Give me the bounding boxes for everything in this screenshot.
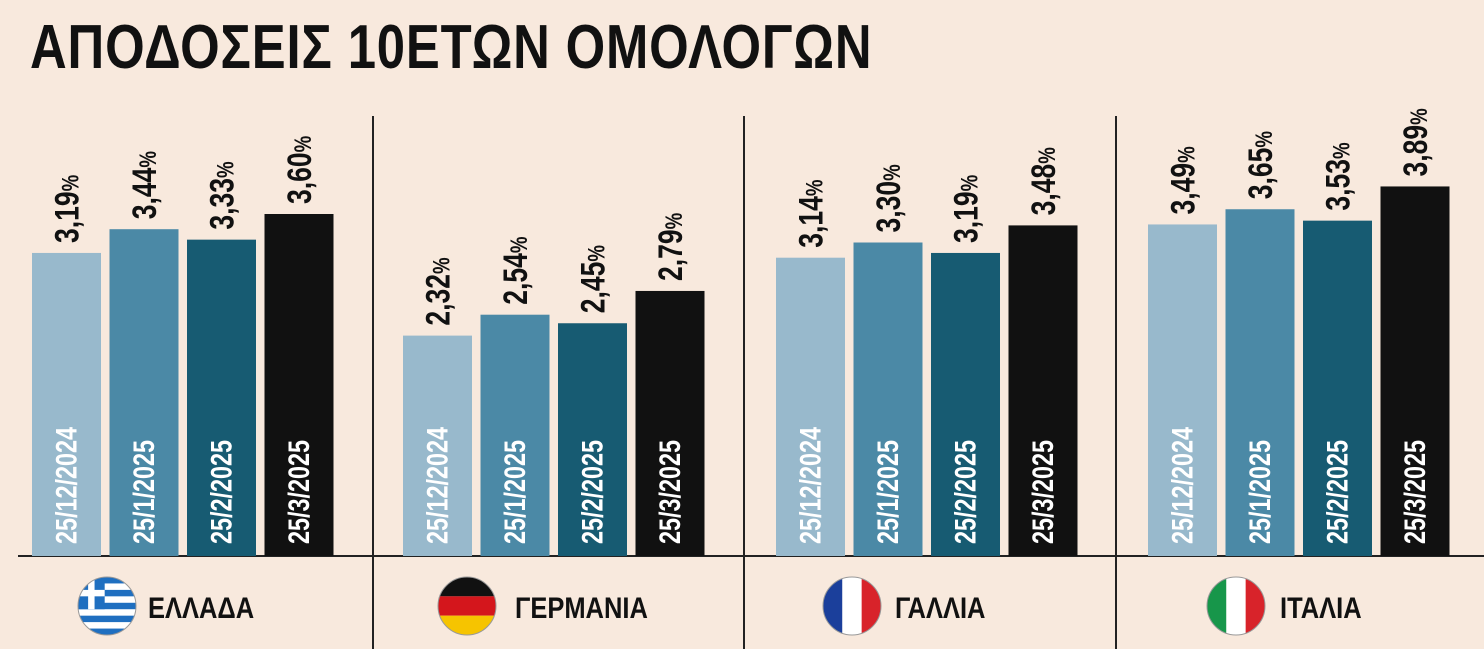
bar-value-label: 3,19% xyxy=(48,175,86,243)
bar-date-label: 25/1/2025 xyxy=(871,440,904,544)
bar xyxy=(1008,225,1078,556)
bar xyxy=(776,257,845,556)
bar-date-label: 25/12/2024 xyxy=(794,427,827,544)
bar xyxy=(1148,224,1217,556)
bar xyxy=(403,335,472,556)
bar xyxy=(109,229,179,556)
bar-date-label: 25/3/2025 xyxy=(282,440,315,544)
country-group: 25/12/2024 3,19% 25/1/2025 3,44% 25/2/2025 3,… xyxy=(32,136,334,636)
bar xyxy=(635,290,705,556)
bar-date-label: 25/1/2025 xyxy=(498,440,531,544)
bar xyxy=(480,314,550,556)
bar-date-label: 25/3/2025 xyxy=(1398,440,1431,544)
bar-value-label: 3,53% xyxy=(1319,142,1357,210)
bar-date-label: 25/2/2025 xyxy=(1321,440,1354,544)
bar-value-label: 3,33% xyxy=(203,161,241,229)
bar-date-label: 25/2/2025 xyxy=(205,440,238,544)
bar-value-label: 3,49% xyxy=(1164,146,1202,214)
bar xyxy=(1380,186,1450,556)
country-group: 25/12/2024 3,49% 25/1/2025 3,65% 25/2/2025 3,… xyxy=(1148,108,1450,636)
bar-value-label: 3,30% xyxy=(870,164,908,232)
bar-date-label: 25/1/2025 xyxy=(1243,440,1276,544)
bar-date-label: 25/1/2025 xyxy=(127,440,160,544)
bar xyxy=(187,239,256,556)
bar-date-label: 25/2/2025 xyxy=(576,440,609,544)
germany-flag-icon xyxy=(438,577,496,635)
bar xyxy=(32,252,101,556)
bar-value-label: 3,65% xyxy=(1242,131,1280,199)
bar-value-label: 2,79% xyxy=(652,213,690,281)
country-label: ΕΛΛΑΔΑ xyxy=(148,591,254,624)
bar xyxy=(1225,209,1295,556)
country-group: 25/12/2024 3,14% 25/1/2025 3,30% 25/2/2025 3,… xyxy=(776,147,1078,636)
bar-value-label: 3,44% xyxy=(126,151,164,219)
chart-title: ΑΠΟΔΟΣΕΙΣ 10ΕΤΩΝ ΟΜΟΛΟΓΩΝ xyxy=(30,13,873,82)
bar-date-label: 25/12/2024 xyxy=(50,427,83,544)
country-label: ΓΕΡΜΑΝΙΑ xyxy=(515,591,648,624)
greece-flag-icon xyxy=(78,577,136,635)
bar-value-label: 2,45% xyxy=(574,245,612,313)
bar-value-label: 3,60% xyxy=(281,136,319,204)
bar-value-label: 3,48% xyxy=(1025,147,1063,215)
bar-value-label: 3,89% xyxy=(1397,108,1435,176)
bar-date-label: 25/12/2024 xyxy=(1166,427,1199,544)
bar xyxy=(931,252,1000,556)
bar-date-label: 25/2/2025 xyxy=(949,440,982,544)
bar-date-label: 25/3/2025 xyxy=(653,440,686,544)
bar xyxy=(558,323,627,556)
country-label: ΙΤΑΛΙΑ xyxy=(1280,591,1362,624)
bar-value-label: 2,54% xyxy=(497,236,535,304)
bar xyxy=(264,214,334,556)
bar-date-label: 25/12/2024 xyxy=(421,427,454,544)
bar xyxy=(1303,220,1372,556)
country-label: ΓΑΛΛΙΑ xyxy=(895,591,985,624)
bar-value-label: 3,14% xyxy=(792,179,830,247)
bar-value-label: 3,19% xyxy=(947,175,985,243)
bar-date-label: 25/3/2025 xyxy=(1026,440,1059,544)
bar xyxy=(853,242,923,556)
bar-value-label: 2,32% xyxy=(419,257,457,325)
france-flag-icon xyxy=(823,577,881,635)
country-group: 25/12/2024 2,32% 25/1/2025 2,54% 25/2/2025 2,… xyxy=(403,213,705,636)
italy-flag-icon xyxy=(1207,577,1265,635)
